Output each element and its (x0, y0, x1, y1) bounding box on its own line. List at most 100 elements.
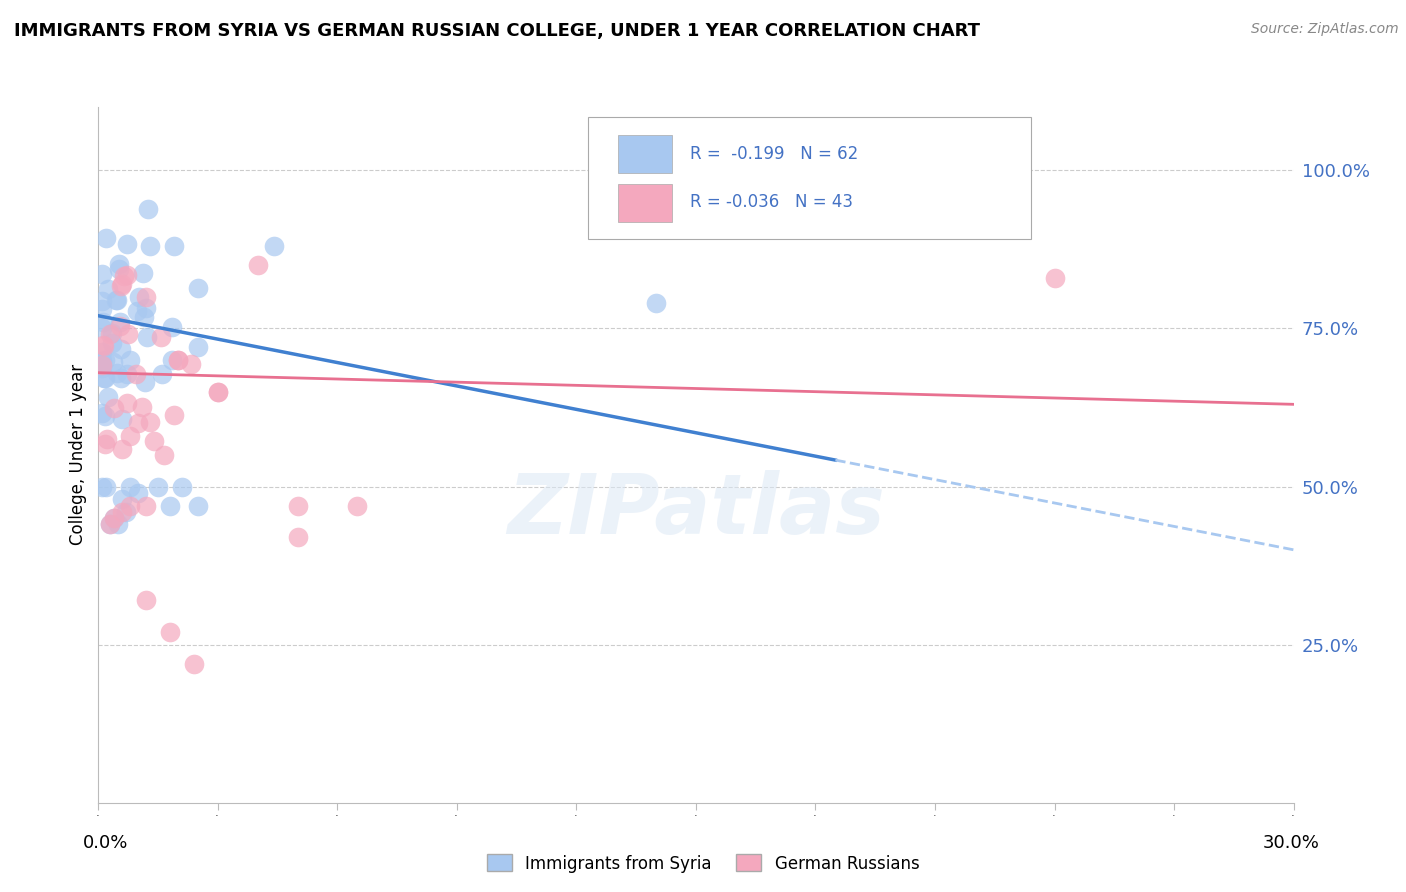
Point (138, 415, 160, 429)
Text: ZIPatlas: ZIPatlas (508, 470, 884, 551)
Text: Source: ZipAtlas.com: Source: ZipAtlas.com (1251, 22, 1399, 37)
Point (131, 401, 153, 415)
Point (115, 367, 138, 381)
Point (103, 401, 125, 415)
Point (103, 355, 125, 369)
Point (127, 417, 149, 431)
Point (120, 499, 142, 513)
Point (101, 326, 124, 340)
Point (108, 315, 131, 329)
Point (1043, 270, 1066, 285)
Point (115, 268, 138, 282)
Point (159, 625, 181, 640)
Point (180, 357, 202, 371)
Point (91, 406, 114, 420)
Point (112, 269, 135, 284)
Point (135, 593, 157, 607)
Point (93, 339, 115, 353)
Point (108, 262, 131, 277)
Point (150, 367, 173, 381)
Point (246, 258, 269, 272)
Point (91, 354, 114, 368)
Point (127, 486, 149, 500)
Point (91, 294, 114, 309)
Point (128, 290, 150, 304)
Point (97, 390, 120, 404)
Point (120, 429, 142, 443)
Point (110, 342, 132, 356)
Point (187, 340, 209, 354)
Point (117, 395, 139, 409)
Point (139, 239, 162, 253)
Point (135, 301, 157, 315)
Point (103, 511, 125, 525)
Point (93, 370, 115, 384)
Text: 0.0%: 0.0% (83, 834, 128, 852)
Point (125, 304, 148, 318)
Point (97, 282, 120, 296)
Point (100, 517, 122, 532)
Y-axis label: College, Under 1 year: College, Under 1 year (69, 364, 87, 546)
Point (134, 310, 156, 324)
Point (167, 353, 190, 368)
Point (135, 290, 157, 304)
Legend: Immigrants from Syria, German Russians: Immigrants from Syria, German Russians (479, 847, 927, 880)
Point (96, 432, 118, 446)
Point (94, 371, 117, 385)
Text: R =  -0.199   N = 62: R = -0.199 N = 62 (690, 145, 858, 162)
Point (100, 517, 122, 532)
Point (98, 327, 121, 342)
Point (287, 499, 309, 513)
Point (108, 257, 131, 271)
Point (110, 371, 132, 385)
Point (110, 278, 132, 293)
Point (207, 384, 229, 399)
Point (94, 352, 117, 367)
Point (142, 434, 165, 448)
Point (94, 231, 117, 245)
Point (115, 505, 138, 519)
Point (107, 517, 129, 532)
Point (100, 335, 122, 350)
Point (108, 319, 131, 334)
Point (287, 530, 309, 544)
Point (134, 375, 156, 389)
Point (162, 409, 184, 423)
Point (160, 353, 183, 368)
Point (91, 345, 114, 359)
Text: R = -0.036   N = 43: R = -0.036 N = 43 (690, 194, 853, 211)
Point (207, 384, 229, 399)
Point (160, 320, 183, 334)
Point (153, 448, 176, 462)
Point (91, 358, 114, 372)
Text: 30.0%: 30.0% (1263, 834, 1319, 852)
Text: IMMIGRANTS FROM SYRIA VS GERMAN RUSSIAN COLLEGE, UNDER 1 YEAR CORRELATION CHART: IMMIGRANTS FROM SYRIA VS GERMAN RUSSIAN … (14, 22, 980, 40)
Point (163, 239, 186, 253)
Point (132, 266, 155, 280)
Point (148, 479, 170, 493)
Point (91, 361, 114, 376)
Point (91, 267, 114, 281)
FancyBboxPatch shape (619, 184, 672, 222)
Point (91, 353, 114, 368)
Point (187, 280, 209, 294)
Point (91, 315, 114, 329)
Point (91, 479, 114, 493)
Point (117, 236, 139, 251)
Point (120, 479, 142, 493)
Point (94, 437, 117, 451)
Point (263, 239, 285, 253)
Point (136, 202, 159, 216)
Point (103, 511, 125, 525)
Point (125, 367, 148, 381)
Point (135, 499, 157, 513)
Point (91, 338, 114, 352)
Point (159, 499, 181, 513)
Point (107, 366, 129, 380)
Point (91, 302, 114, 317)
Point (105, 293, 128, 307)
Point (111, 412, 134, 426)
Point (111, 505, 134, 519)
Point (94, 409, 117, 424)
FancyBboxPatch shape (619, 135, 672, 173)
